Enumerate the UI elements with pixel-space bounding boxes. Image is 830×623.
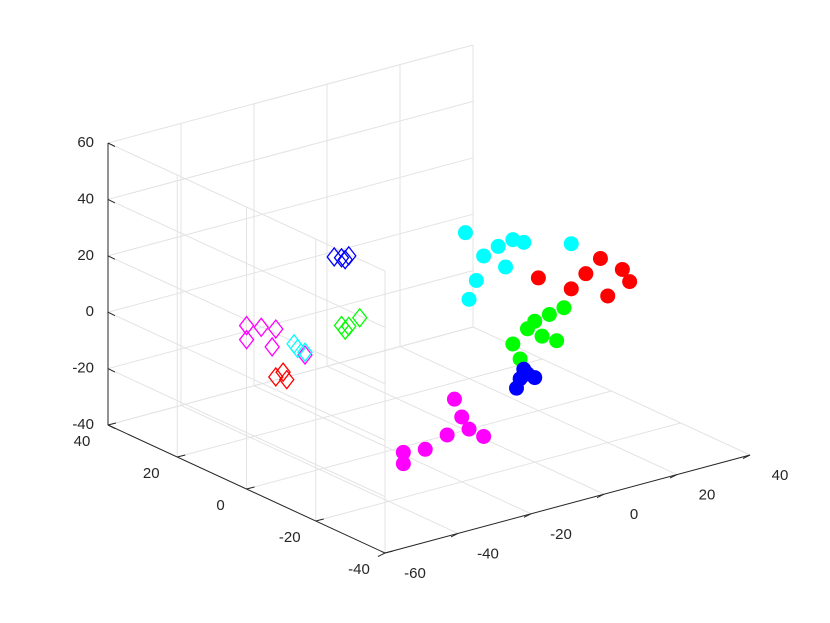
point	[476, 248, 492, 264]
point	[275, 362, 291, 383]
point	[457, 225, 473, 241]
grid-line	[107, 157, 474, 257]
y-tick-label: 40	[74, 433, 91, 450]
point	[578, 266, 594, 282]
point	[622, 274, 638, 290]
point	[337, 320, 353, 341]
y-tick-label: 0	[216, 497, 224, 514]
y-tick-label: 20	[143, 465, 160, 482]
y-tick-label: -40	[348, 561, 370, 578]
y-tick	[107, 422, 117, 426]
point	[351, 307, 368, 328]
point	[446, 391, 462, 407]
grid-line	[177, 358, 543, 458]
x-tick	[377, 552, 386, 557]
point	[563, 236, 579, 252]
z-tick-label: 40	[77, 190, 94, 207]
y-tick	[384, 550, 394, 554]
z-tick	[107, 424, 116, 429]
point	[326, 246, 343, 267]
point	[461, 421, 477, 437]
y-tick	[177, 454, 186, 458]
point	[614, 261, 630, 277]
grid-line	[107, 44, 474, 144]
z-tick	[107, 255, 116, 260]
x-tick	[450, 532, 459, 538]
z-tick	[107, 311, 116, 317]
z-tick	[107, 198, 116, 204]
z-tick	[107, 368, 116, 373]
point	[556, 300, 572, 316]
point	[297, 342, 313, 363]
grid-line	[107, 142, 386, 272]
point	[527, 370, 543, 386]
z-tick-label: -20	[72, 360, 94, 377]
point	[498, 259, 514, 275]
point	[516, 361, 532, 377]
point	[264, 336, 280, 357]
grid-line	[107, 368, 386, 498]
point	[278, 369, 295, 390]
y-tick-label: -20	[279, 529, 301, 546]
point	[600, 288, 616, 304]
grid-line	[107, 311, 386, 441]
point	[267, 366, 284, 388]
point	[468, 272, 484, 288]
point	[534, 328, 550, 344]
y-tick	[315, 518, 324, 522]
z-tick-label: 0	[86, 303, 94, 320]
point	[238, 329, 255, 350]
grid-line	[107, 213, 474, 313]
point	[505, 336, 521, 352]
x-tick-label: -60	[404, 565, 426, 582]
point	[549, 333, 565, 349]
grid-line	[246, 390, 612, 490]
x-tick	[742, 454, 751, 459]
point	[454, 409, 470, 425]
point	[289, 338, 306, 359]
x-tick-label: -20	[550, 526, 572, 543]
point	[395, 456, 411, 472]
z-tick-label: 20	[77, 247, 94, 264]
y-tick	[246, 486, 255, 490]
point	[509, 380, 524, 396]
point	[490, 238, 506, 254]
grid-line	[107, 198, 386, 328]
x-tick	[669, 474, 678, 479]
point	[516, 234, 532, 250]
point	[563, 281, 579, 297]
grid-line	[315, 422, 681, 522]
grid-line	[107, 270, 474, 370]
z-tick-label: 60	[77, 134, 94, 151]
x-axis-line	[384, 454, 751, 554]
point	[461, 291, 477, 307]
point	[592, 250, 608, 266]
point	[476, 428, 492, 444]
point	[395, 444, 411, 460]
grid-line	[107, 100, 474, 200]
z-tick-label: -40	[72, 416, 94, 433]
point	[267, 318, 284, 340]
point	[333, 247, 350, 268]
point	[297, 344, 313, 366]
point	[541, 306, 557, 322]
z-tick	[107, 142, 116, 147]
point	[417, 441, 433, 457]
x-tick-label: 20	[699, 487, 716, 504]
point	[337, 249, 353, 270]
x-tick	[596, 493, 605, 499]
grid-line	[107, 255, 386, 385]
x-tick-label: 40	[772, 467, 789, 484]
point	[439, 427, 455, 443]
point	[238, 315, 255, 336]
x-tick-label: 0	[630, 506, 638, 523]
point	[253, 317, 270, 338]
x-tick-label: -40	[477, 545, 499, 562]
point	[530, 270, 546, 286]
x-tick	[523, 513, 532, 518]
point	[519, 321, 535, 337]
